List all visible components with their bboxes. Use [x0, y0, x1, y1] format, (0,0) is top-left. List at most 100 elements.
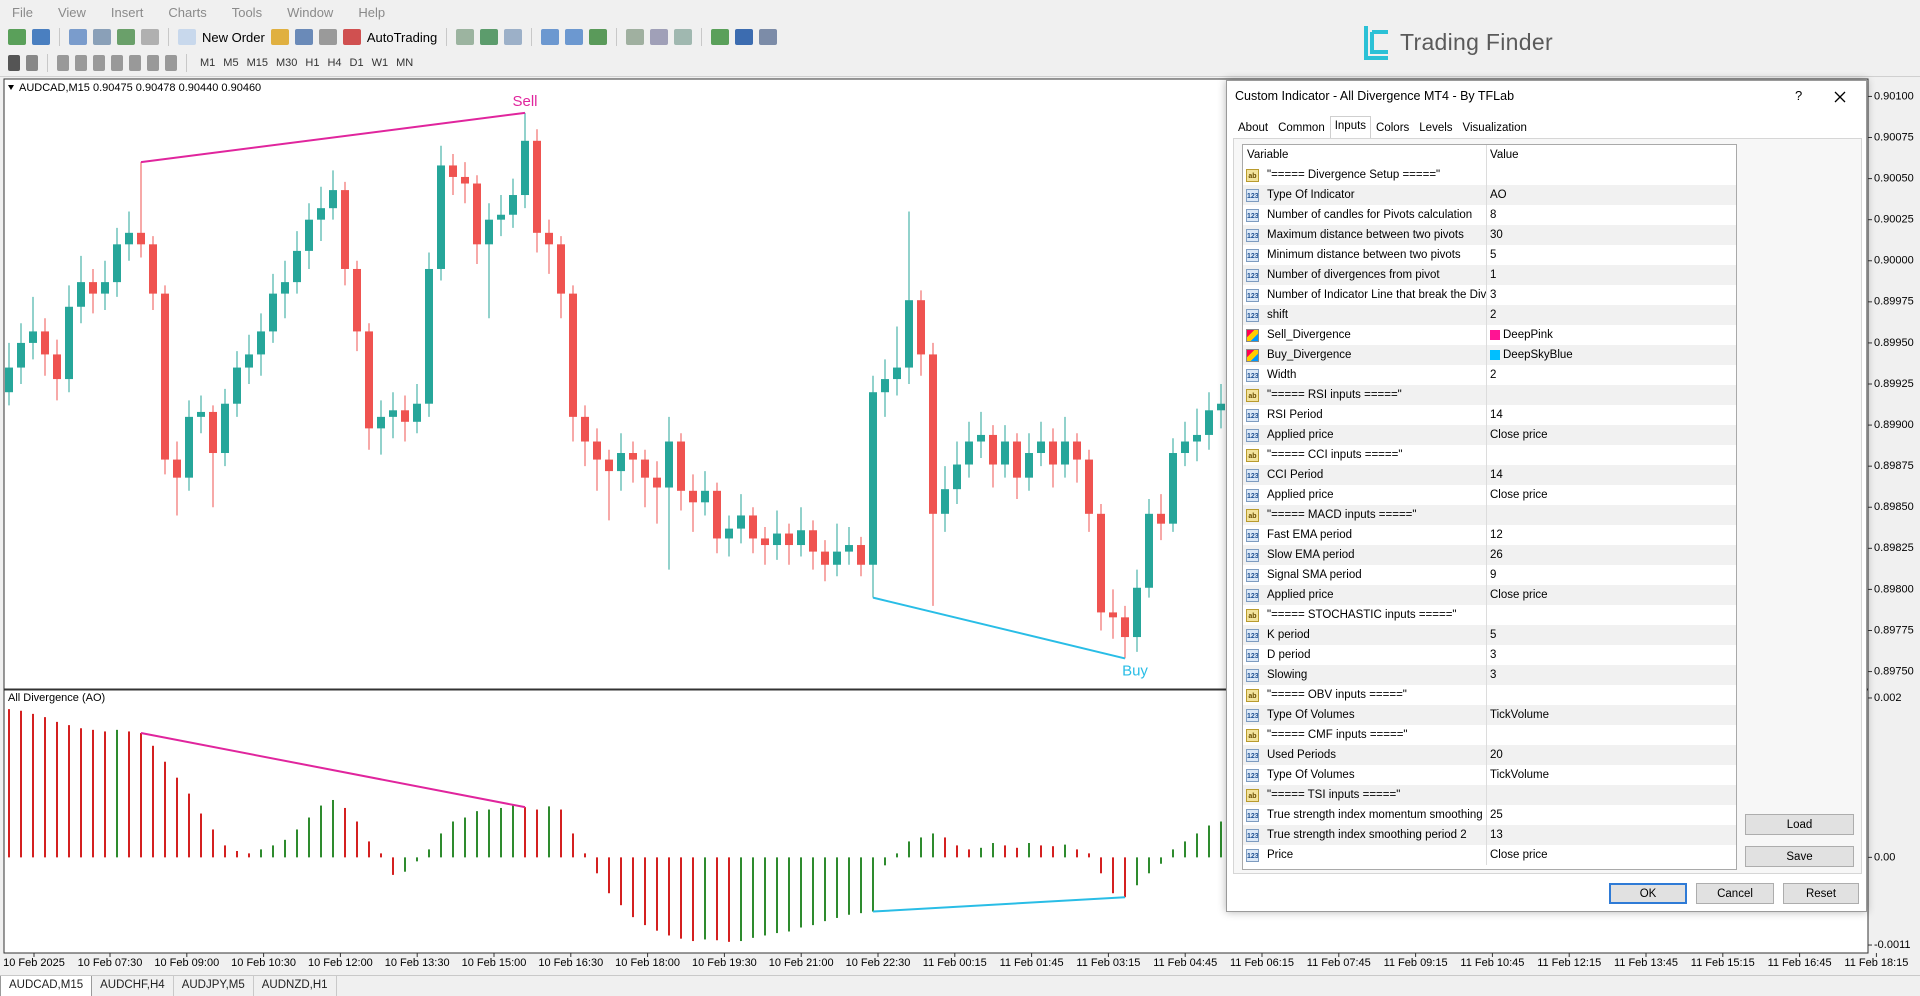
value-cell[interactable]: DeepSkyBlue: [1490, 349, 1573, 361]
icon[interactable]: [129, 55, 141, 71]
value-cell[interactable]: 26: [1490, 549, 1503, 561]
timeframe-button[interactable]: H4: [327, 57, 342, 69]
menu-item[interactable]: View: [57, 4, 86, 20]
icon[interactable]: [8, 55, 20, 71]
load-button[interactable]: Load: [1745, 814, 1854, 835]
help-button[interactable]: ?: [1795, 88, 1803, 103]
value-cell[interactable]: 2: [1490, 369, 1496, 381]
icon[interactable]: [342, 29, 361, 45]
input-row[interactable]: 123 Type Of Indicator AO: [1243, 185, 1736, 205]
value-cell[interactable]: 1: [1490, 269, 1496, 281]
icon[interactable]: [178, 29, 196, 45]
input-row[interactable]: 123 Price Close price: [1243, 845, 1736, 865]
value-cell[interactable]: 3: [1490, 649, 1496, 661]
icon[interactable]: [650, 29, 669, 45]
icon[interactable]: [456, 29, 475, 45]
timeframe-button[interactable]: H1: [305, 57, 320, 69]
input-row[interactable]: Sell_Divergence DeepPink: [1243, 325, 1736, 345]
icon[interactable]: [711, 29, 730, 45]
input-row[interactable]: ab "===== Divergence Setup =====": [1243, 165, 1736, 185]
input-row[interactable]: 123 Type Of Volumes TickVolume: [1243, 705, 1736, 725]
icon[interactable]: [318, 29, 337, 45]
value-cell[interactable]: 3: [1490, 669, 1496, 681]
value-cell[interactable]: 5: [1490, 249, 1496, 261]
icon[interactable]: [141, 29, 159, 45]
dialog-tab[interactable]: Levels: [1419, 122, 1453, 134]
icon[interactable]: [565, 29, 584, 45]
icon[interactable]: [759, 29, 778, 45]
dialog-tab[interactable]: Visualization: [1462, 122, 1527, 134]
timeframe-button[interactable]: M1: [200, 57, 216, 69]
value-cell[interactable]: Close price: [1490, 589, 1548, 601]
icon[interactable]: [674, 29, 693, 45]
input-row[interactable]: 123 D period 3: [1243, 645, 1736, 665]
icon[interactable]: [165, 55, 177, 71]
input-row[interactable]: ab "===== STOCHASTIC inputs =====": [1243, 605, 1736, 625]
new-order-button[interactable]: New Order: [202, 29, 265, 45]
icon[interactable]: [8, 29, 26, 45]
dialog-tab[interactable]: Colors: [1376, 122, 1410, 134]
save-button[interactable]: Save: [1745, 846, 1854, 867]
value-cell[interactable]: 3: [1490, 289, 1496, 301]
input-row[interactable]: 123 Slowing 3: [1243, 665, 1736, 685]
value-cell[interactable]: Close price: [1490, 489, 1548, 501]
input-row[interactable]: 123 Number of divergences from pivot 1: [1243, 265, 1736, 285]
input-row[interactable]: 123 Maximum distance between two pivots 30: [1243, 225, 1736, 245]
icon[interactable]: [69, 29, 87, 45]
icon[interactable]: [626, 29, 645, 45]
input-row[interactable]: 123 Applied price Close price: [1243, 485, 1736, 505]
close-button[interactable]: [1833, 90, 1847, 104]
chart-tab[interactable]: AUDJPY,M5: [174, 976, 254, 996]
input-row[interactable]: 123 Fast EMA period 12: [1243, 525, 1736, 545]
input-row[interactable]: 123 True strength index smoothing period …: [1243, 825, 1736, 845]
timeframe-button[interactable]: M30: [275, 57, 298, 69]
input-row[interactable]: 123 CCI Period 14: [1243, 465, 1736, 485]
menu-item[interactable]: Tools: [231, 4, 263, 20]
menu-item[interactable]: File: [12, 4, 33, 20]
timeframe-button[interactable]: M15: [246, 57, 268, 69]
dialog-tab[interactable]: Common: [1278, 122, 1325, 134]
input-row[interactable]: 123 True strength index momentum smoothin…: [1243, 805, 1736, 825]
icon[interactable]: [32, 29, 50, 45]
value-cell[interactable]: Close price: [1490, 849, 1548, 861]
value-cell[interactable]: TickVolume: [1490, 769, 1549, 781]
chart-tab[interactable]: AUDCHF,H4: [92, 976, 174, 996]
input-row[interactable]: ab "===== RSI inputs =====": [1243, 385, 1736, 405]
input-row[interactable]: ab "===== CMF inputs =====": [1243, 725, 1736, 745]
icon[interactable]: [270, 29, 289, 45]
menu-item[interactable]: Help: [358, 4, 386, 20]
value-cell[interactable]: 5: [1490, 629, 1496, 641]
chart-tab[interactable]: AUDNZD,H1: [254, 976, 337, 996]
value-cell[interactable]: 14: [1490, 469, 1503, 481]
icon[interactable]: [75, 55, 87, 71]
icon[interactable]: [589, 29, 608, 45]
icon[interactable]: [93, 55, 105, 71]
value-cell[interactable]: 12: [1490, 529, 1503, 541]
value-cell[interactable]: 14: [1490, 409, 1503, 421]
input-row[interactable]: ab "===== OBV inputs =====": [1243, 685, 1736, 705]
icon[interactable]: [93, 29, 111, 45]
value-cell[interactable]: TickVolume: [1490, 709, 1549, 721]
value-cell[interactable]: 25: [1490, 809, 1503, 821]
icon[interactable]: [541, 29, 560, 45]
input-row[interactable]: Buy_Divergence DeepSkyBlue: [1243, 345, 1736, 365]
dialog-tab[interactable]: About: [1238, 122, 1269, 134]
value-cell[interactable]: 30: [1490, 229, 1503, 241]
input-row[interactable]: 123 Applied price Close price: [1243, 585, 1736, 605]
timeframe-button[interactable]: M5: [223, 57, 239, 69]
timeframe-button[interactable]: MN: [396, 57, 414, 69]
value-cell[interactable]: 8: [1490, 209, 1496, 221]
icon[interactable]: [111, 55, 123, 71]
input-row[interactable]: 123 Signal SMA period 9: [1243, 565, 1736, 585]
input-row[interactable]: 123 K period 5: [1243, 625, 1736, 645]
value-cell[interactable]: Close price: [1490, 429, 1548, 441]
input-row[interactable]: 123 Applied price Close price: [1243, 425, 1736, 445]
input-row[interactable]: 123 Type Of Volumes TickVolume: [1243, 765, 1736, 785]
icon[interactable]: [294, 29, 313, 45]
icon[interactable]: [147, 55, 159, 71]
icon[interactable]: [117, 29, 135, 45]
icon[interactable]: [504, 29, 523, 45]
autotrading-button[interactable]: AutoTrading: [366, 29, 438, 45]
value-cell[interactable]: 2: [1490, 309, 1496, 321]
menu-item[interactable]: Charts: [168, 4, 207, 20]
